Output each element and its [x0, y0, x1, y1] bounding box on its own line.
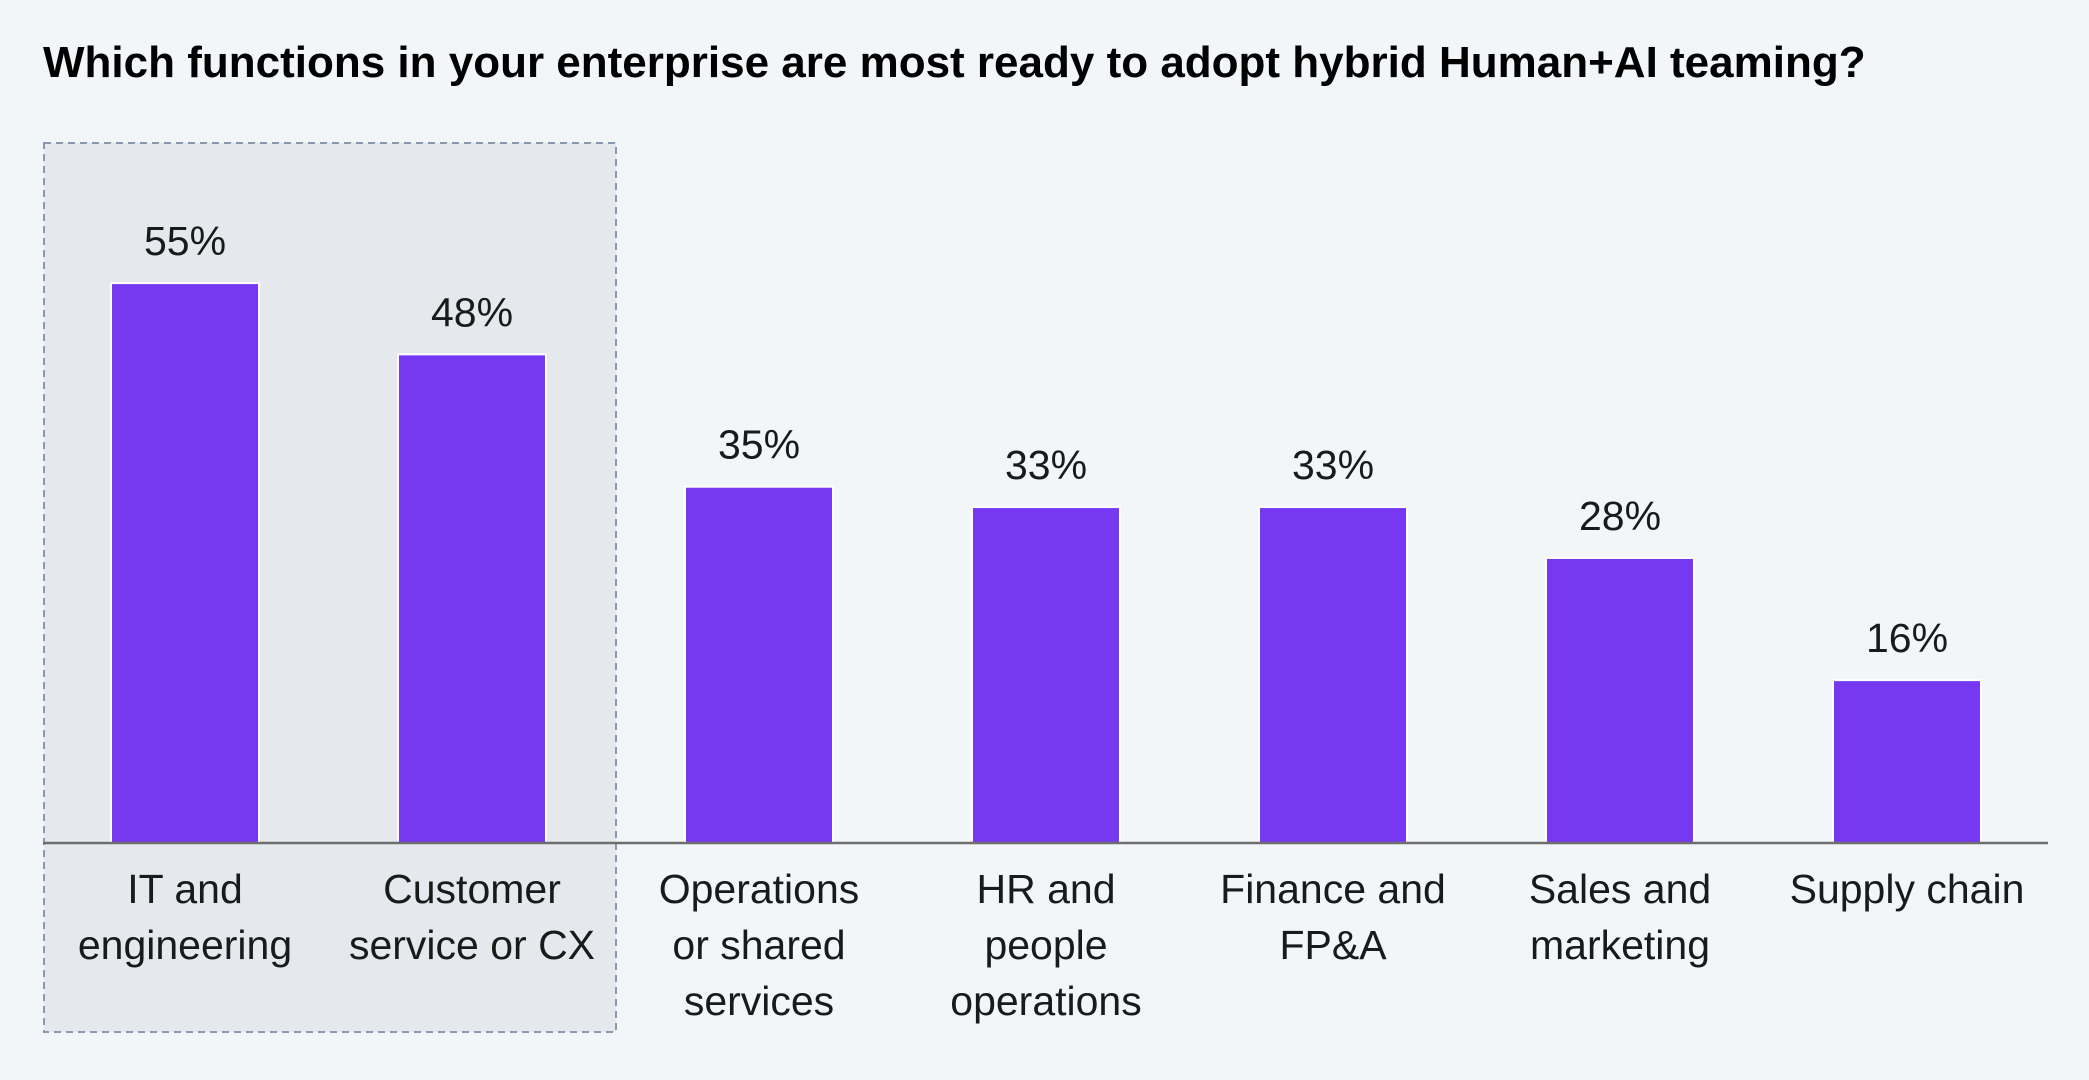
bar: [1545, 556, 1695, 845]
data-label: 55%: [144, 218, 226, 264]
tick-label: Finance and FP&A: [1220, 866, 1446, 968]
tick-label-line: Sales and: [1529, 866, 1711, 912]
tick-label-line: Customer: [383, 866, 561, 912]
tick-label: Supply chain: [1790, 866, 2025, 912]
tick-label-line: service or CX: [349, 922, 595, 968]
tick-label-line: Supply chain: [1790, 866, 2025, 912]
chart-title: Which functions in your enterprise are m…: [43, 38, 1866, 87]
tick-label: HR and people operations: [950, 866, 1141, 1024]
tick-label: Sales and marketing: [1529, 866, 1711, 968]
bar: [684, 485, 834, 844]
tick-label-line: people: [984, 922, 1107, 968]
data-label: 28%: [1579, 493, 1661, 539]
tick-label-line: or shared: [672, 922, 845, 968]
bar: [397, 353, 547, 844]
tick-label-line: engineering: [78, 922, 292, 968]
bar: [971, 506, 1121, 844]
data-label: 35%: [718, 422, 800, 468]
data-label: 48%: [431, 289, 513, 335]
tick-label-line: IT and: [127, 866, 243, 912]
tick-label-line: operations: [950, 978, 1141, 1024]
tick-label-line: services: [684, 978, 834, 1024]
bar: [1832, 679, 1982, 844]
tick-label-line: HR and: [976, 866, 1115, 912]
tick-label-line: Finance and: [1220, 866, 1446, 912]
data-label: 33%: [1292, 442, 1374, 488]
data-label: 16%: [1866, 615, 1948, 661]
tick-label-line: marketing: [1530, 922, 1710, 968]
tick-label: Operations or shared services: [659, 866, 860, 1024]
tick-label: IT and engineering: [78, 866, 292, 968]
tick-label-line: Operations: [659, 866, 860, 912]
tick-label-line: FP&A: [1279, 922, 1387, 968]
data-label: 33%: [1005, 442, 1087, 488]
tick-label: Customer service or CX: [349, 866, 595, 968]
bar: [1258, 506, 1408, 844]
bar: [110, 282, 260, 845]
